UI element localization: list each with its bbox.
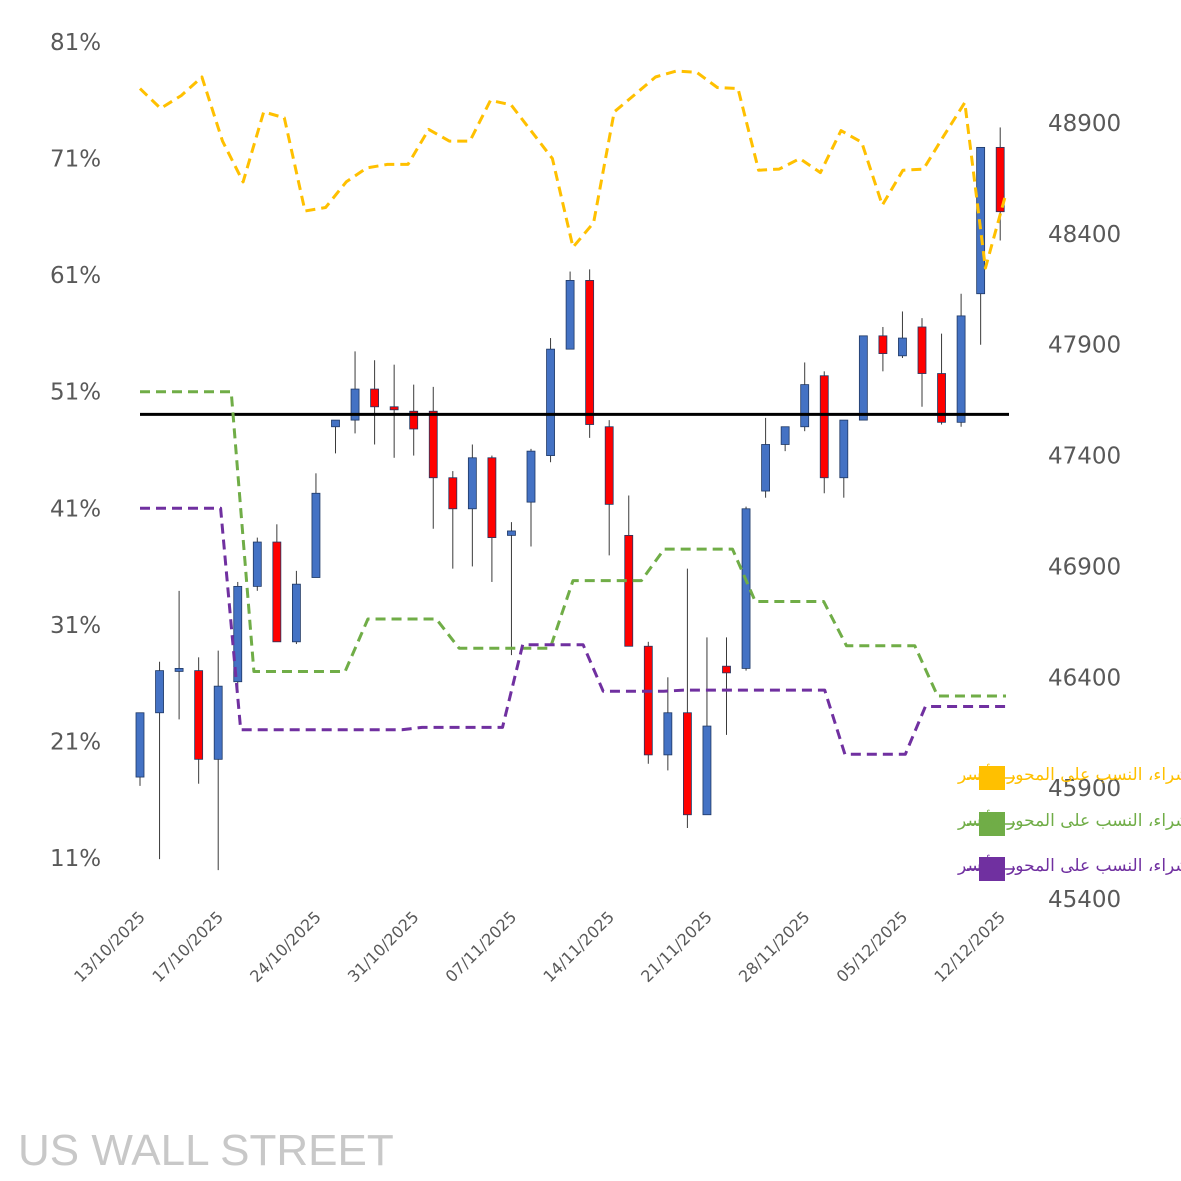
candle-down [389, 406, 399, 411]
candle-up [800, 384, 810, 428]
candle-up [839, 419, 849, 479]
left-axis: 81% 71% 61% 51% 41% 31% 21% 11% [50, 30, 101, 872]
series-line-0 [138, 69, 1008, 270]
candle-up [702, 725, 712, 816]
legend-swatch [979, 812, 1005, 836]
candle-down [370, 388, 380, 408]
candle-up [546, 348, 555, 456]
candle-up [761, 444, 770, 492]
right-axis-tick: 47400 [1048, 444, 1121, 470]
legend: توجه عملاء نسبة الشراء، النسب على المحور… [957, 764, 1181, 881]
candle-up [780, 426, 790, 445]
candle-up [741, 508, 751, 669]
candle-down [624, 534, 634, 647]
candle-down [878, 335, 888, 354]
x-axis-label: 05/12/2025 [833, 907, 912, 986]
candle-up [213, 685, 223, 760]
right-axis-tick: 45400 [1048, 887, 1121, 913]
left-axis-tick: 51% [50, 380, 101, 406]
candle-down [722, 665, 731, 674]
left-axis-tick: 41% [50, 496, 101, 522]
x-axis-label: 12/12/2025 [930, 907, 1009, 986]
candle-down [448, 477, 458, 510]
percent-series-lines [138, 69, 1008, 756]
candlestick-series [135, 127, 1005, 871]
legend-label: توجه عملاء نسبة الشراء، النسب على المحور… [957, 764, 1181, 785]
candle-up [252, 541, 262, 587]
right-axis-tick: 45900 [1048, 776, 1121, 802]
x-axis-label: 14/11/2025 [539, 907, 618, 986]
x-axis-label: 21/11/2025 [637, 907, 716, 986]
candle-up [174, 668, 184, 672]
candle-up [467, 457, 477, 510]
candle-down [487, 457, 497, 539]
right-axis-tick: 46900 [1048, 554, 1121, 580]
left-axis-tick: 21% [50, 729, 101, 755]
legend-swatch [979, 857, 1005, 881]
right-axis-tick: 47900 [1048, 333, 1121, 359]
x-axis-label: 31/10/2025 [344, 907, 423, 986]
x-axis: 13/10/2025 17/10/2025 24/10/2025 31/10/2025… [70, 907, 1009, 986]
candle-up [291, 583, 301, 643]
candle-up [233, 585, 243, 683]
candle-up [526, 450, 536, 503]
x-axis-label: 17/10/2025 [148, 907, 227, 986]
candle-down [272, 541, 282, 643]
series-line-2 [140, 506, 1006, 756]
legend-label: توجه المؤسسات، نسبة الشراء، النسب على ال… [957, 810, 1181, 831]
watermark: US WALL STREET [18, 1126, 394, 1175]
candle-up [663, 712, 673, 756]
right-axis: 48900 48400 47900 47400 46900 46400 45900 45400 [1048, 111, 1121, 913]
candle-up [956, 315, 966, 423]
x-axis-label: 13/10/2025 [70, 907, 149, 986]
candle-down [995, 146, 1005, 213]
candle-up [311, 492, 321, 578]
x-axis-label: 24/10/2025 [246, 907, 325, 986]
candle-down [917, 326, 927, 374]
left-axis-tick: 71% [50, 147, 101, 173]
candle-down [585, 280, 595, 425]
candle-down [428, 410, 438, 479]
x-axis-label: 07/11/2025 [442, 907, 521, 986]
candle-up [135, 712, 145, 778]
left-axis-tick: 81% [50, 30, 101, 56]
candle-up [331, 419, 340, 428]
left-axis-tick: 61% [50, 263, 101, 289]
candle-down [409, 410, 419, 430]
right-axis-tick: 48900 [1048, 111, 1121, 137]
legend-label: توجه صناديق الرفع المالي، نسبة الشراء، ا… [957, 855, 1181, 876]
candle-up [858, 335, 868, 421]
x-axis-label: 28/11/2025 [735, 907, 814, 986]
candle-down [643, 645, 653, 756]
candle-down [194, 670, 204, 760]
series-line-1 [140, 390, 1006, 698]
candle-down [683, 712, 692, 816]
left-axis-tick: 11% [50, 846, 101, 872]
candle-up [898, 337, 907, 357]
candle-up [155, 670, 164, 714]
left-axis-tick: 31% [50, 613, 101, 639]
candle-up [350, 388, 360, 421]
legend-swatch [979, 766, 1005, 790]
candle-down [937, 373, 946, 423]
candle-up [507, 530, 516, 536]
candle-up [565, 280, 575, 350]
candle-down [819, 375, 829, 479]
right-axis-tick: 46400 [1048, 665, 1121, 691]
right-axis-tick: 48400 [1048, 222, 1121, 248]
candle-down [604, 426, 614, 505]
